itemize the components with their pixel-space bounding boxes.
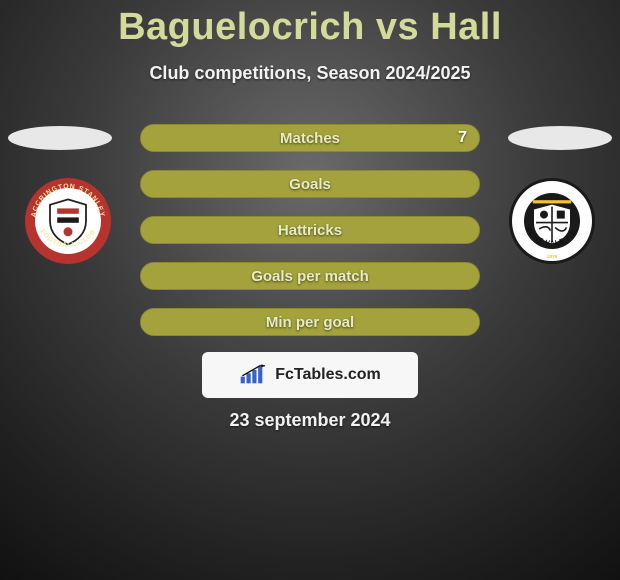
stat-row: Goals: [140, 170, 480, 198]
page-title: Baguelocrich vs Hall: [0, 0, 620, 49]
stat-row: Matches 7: [140, 124, 480, 152]
infographic-date: 23 september 2024: [229, 410, 390, 431]
stat-row: Goals per match: [140, 262, 480, 290]
team-left-crest-inner: [35, 188, 101, 254]
left-ellipse: [8, 126, 112, 150]
svg-text:1876: 1876: [547, 254, 558, 260]
shield-icon: [41, 194, 95, 248]
team-right-crest-ring: PORT VALE F.C. 1876: [509, 178, 595, 264]
stat-label: Matches: [280, 130, 340, 147]
team-left-badge: ACCRINGTON STANLEY FOOTBALL CLUB: [18, 178, 118, 264]
stat-value-right: 7: [458, 129, 467, 147]
stat-row: Hattricks: [140, 216, 480, 244]
page-subtitle: Club competitions, Season 2024/2025: [0, 63, 620, 84]
team-right-crest-inner: [524, 193, 580, 249]
stat-label: Hattricks: [278, 222, 342, 239]
right-ellipse: [508, 126, 612, 150]
stat-row: Min per goal: [140, 308, 480, 336]
stat-label: Goals: [289, 176, 331, 193]
stat-label: Goals per match: [251, 268, 369, 285]
bar-chart-icon: [239, 364, 269, 386]
comparison-infographic: Baguelocrich vs Hall Club competitions, …: [0, 0, 620, 580]
stat-label: Min per goal: [266, 314, 354, 331]
stats-list: Matches 7 Goals Hattricks Goals per match Min…: [140, 124, 480, 336]
shield-icon: [528, 197, 576, 245]
watermark-box: FcTables.com: [202, 352, 418, 398]
team-left-crest-ring: ACCRINGTON STANLEY FOOTBALL CLUB: [25, 178, 111, 264]
team-right-badge: PORT VALE F.C. 1876: [502, 178, 602, 264]
watermark-text: FcTables.com: [275, 366, 381, 384]
